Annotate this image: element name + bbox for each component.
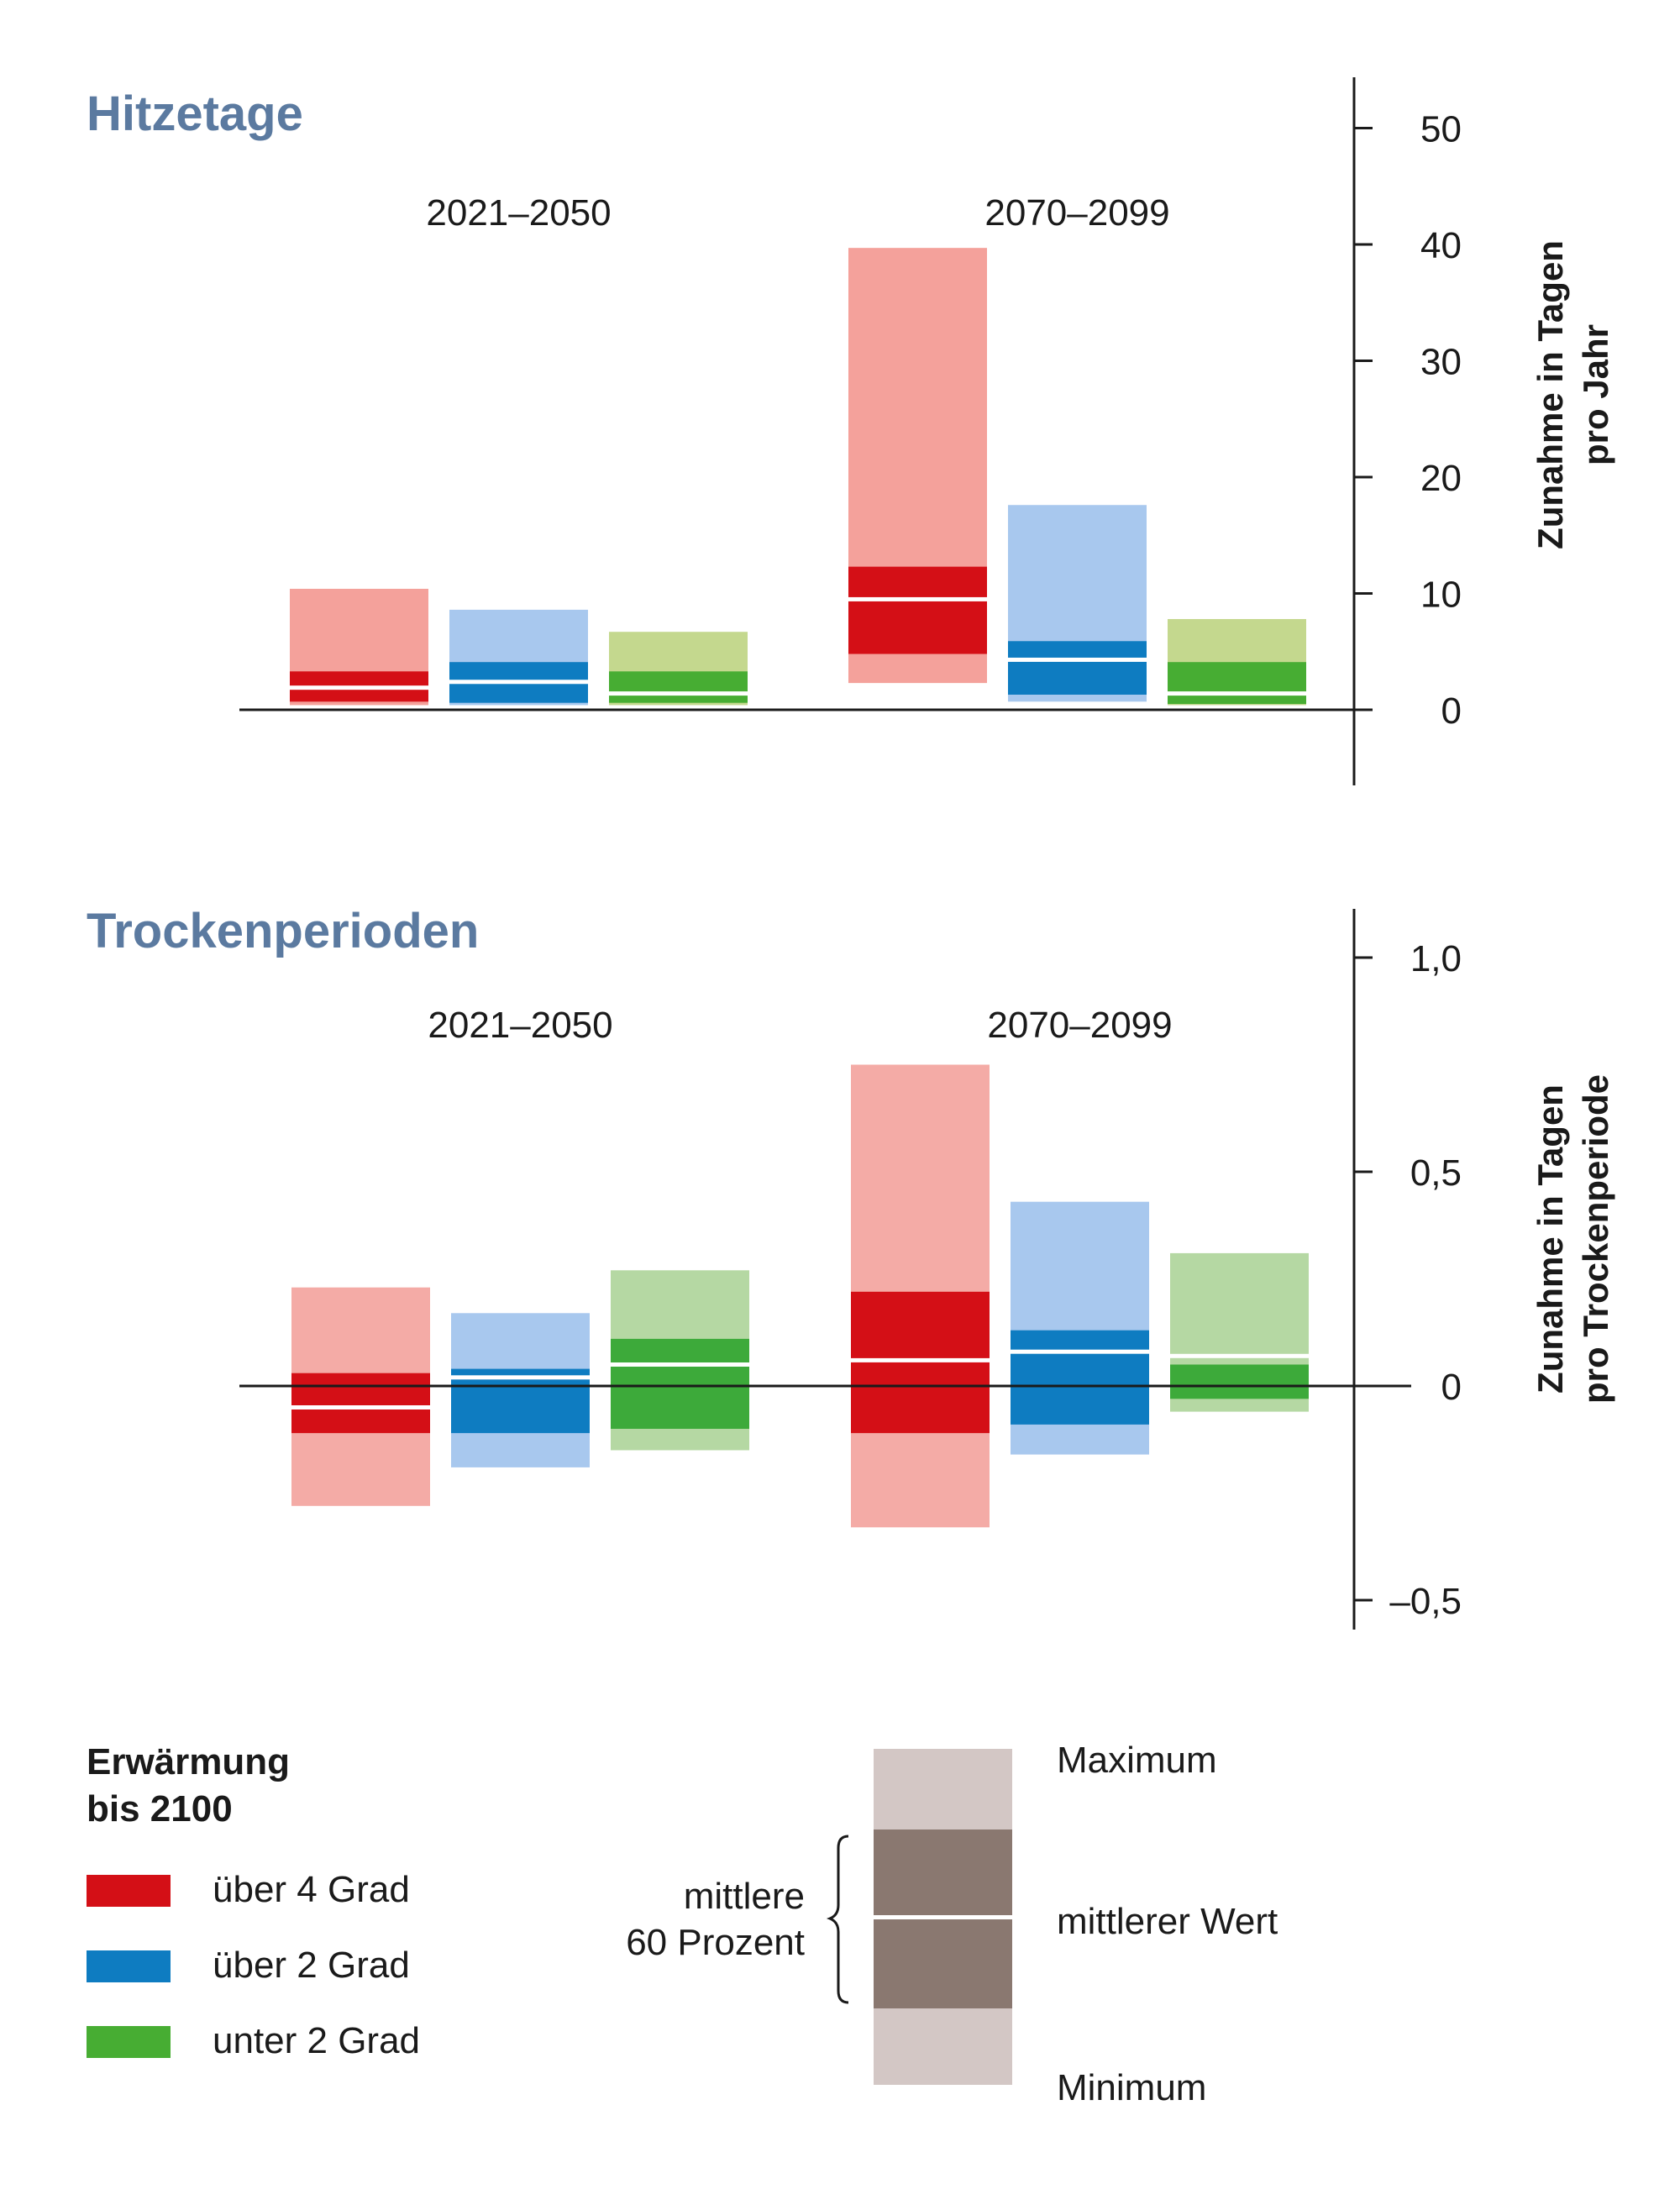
bar-über-2-grad [451,1313,590,1467]
y-axis-label-line1: Zunahme in Tagen [1530,1084,1570,1394]
bar-range-middle-60 [611,1338,749,1429]
legend-swatch [87,1875,171,1907]
y-tick-label: 0 [1441,1367,1462,1408]
y-tick-label: 1,0 [1410,938,1462,979]
chart-panel-1: Hitzetage 2021–2050 2070–2099 0 10 20 30 40 50 Zu… [87,77,1615,785]
bar-unter-2-grad [1168,618,1306,706]
y-tick-label: 30 [1420,342,1462,383]
bar-über-4-grad [848,248,987,684]
bar-median-line [1011,1349,1149,1354]
bar-median-line [1008,657,1147,662]
y-axis-label: Zunahme in Tagen pro Trockenperiode [1530,1074,1615,1404]
legend-label: über 2 Grad [213,1945,410,1986]
period-label: 2070–2099 [984,192,1169,234]
bar-median-line [290,685,428,690]
bar-median-line [449,680,588,685]
bar-range-middle-60 [848,566,987,654]
y-axis-label-line2: pro Trockenperiode [1576,1074,1615,1404]
bar-range-middle-60 [1011,1330,1149,1425]
chart-panel-2: Trockenperioden 2021–2050 2070–2099 –0,5 0 0,… [87,904,1615,1630]
chart-title: Trockenperioden [87,904,479,958]
bar-über-2-grad [449,609,588,706]
bar-median-line [609,691,748,696]
legend-title: bis 2100 [87,1788,233,1829]
bar-über-4-grad [291,1287,430,1506]
bar-unter-2-grad [609,632,748,706]
key-brace [826,1835,849,2004]
bar-über-4-grad [290,588,428,706]
key-max-box [874,1749,1012,1829]
y-tick-label: 0,5 [1410,1152,1462,1194]
legend: Erwärmung bis 2100 über 4 Grad über 2 Grad u… [87,1740,1278,2108]
period-label: 2070–2099 [987,1005,1172,1046]
bar-über-2-grad [1011,1201,1149,1455]
bar-unter-2-grad [611,1270,749,1451]
bar-range-middle-60 [1168,662,1306,705]
key-label-maximum: Maximum [1057,1740,1217,1781]
y-tick-label: –0,5 [1389,1581,1462,1622]
period-label: 2021–2050 [426,192,611,234]
key-label-minimum: Minimum [1057,2067,1206,2108]
bar-median-line [851,1357,990,1362]
bar-range-middle-60 [1170,1364,1309,1399]
y-tick-label: 50 [1420,109,1462,150]
y-tick-label: 40 [1420,225,1462,266]
bar-median-line [1168,691,1306,696]
legend-swatch [87,1950,171,1982]
bar-range-middle-60 [609,671,748,703]
period-label: 2021–2050 [428,1005,612,1046]
bar-über-2-grad [1008,505,1147,702]
bar-median-line [291,1405,430,1409]
y-tick-label: 20 [1420,458,1462,499]
bar-median-line [611,1362,749,1367]
bar-unter-2-grad [1170,1252,1309,1412]
key-label-range: 60 Prozent [626,1922,805,1963]
bar-median-line [1170,1353,1309,1358]
key-median-line [874,1915,1012,1919]
legend-label: unter 2 Grad [213,2020,420,2061]
y-tick-label: 10 [1420,575,1462,616]
key-label-median: mittlerer Wert [1057,1901,1278,1942]
key-label-range: mittlere [684,1876,805,1917]
bar-range-middle-60 [451,1368,590,1434]
bar-median-line [848,596,987,601]
y-axis-label-line1: Zunahme in Tagen [1530,240,1570,549]
bar-range-middle-60 [291,1373,430,1434]
y-axis-label-line2: pro Jahr [1576,324,1615,465]
key-min-box [874,2008,1012,2085]
y-axis-label: Zunahme in Tagen pro Jahr [1530,240,1615,549]
chart-title: Hitzetage [87,87,303,141]
legend-title: Erwärmung [87,1741,290,1782]
legend-swatch [87,2026,171,2058]
bar-median-line [451,1375,590,1380]
legend-label: über 4 Grad [213,1869,410,1910]
bar-range-middle-60 [851,1291,990,1434]
y-tick-label: 0 [1441,690,1462,732]
bar-über-4-grad [851,1064,990,1528]
bar-range-middle-60 [1008,641,1147,695]
